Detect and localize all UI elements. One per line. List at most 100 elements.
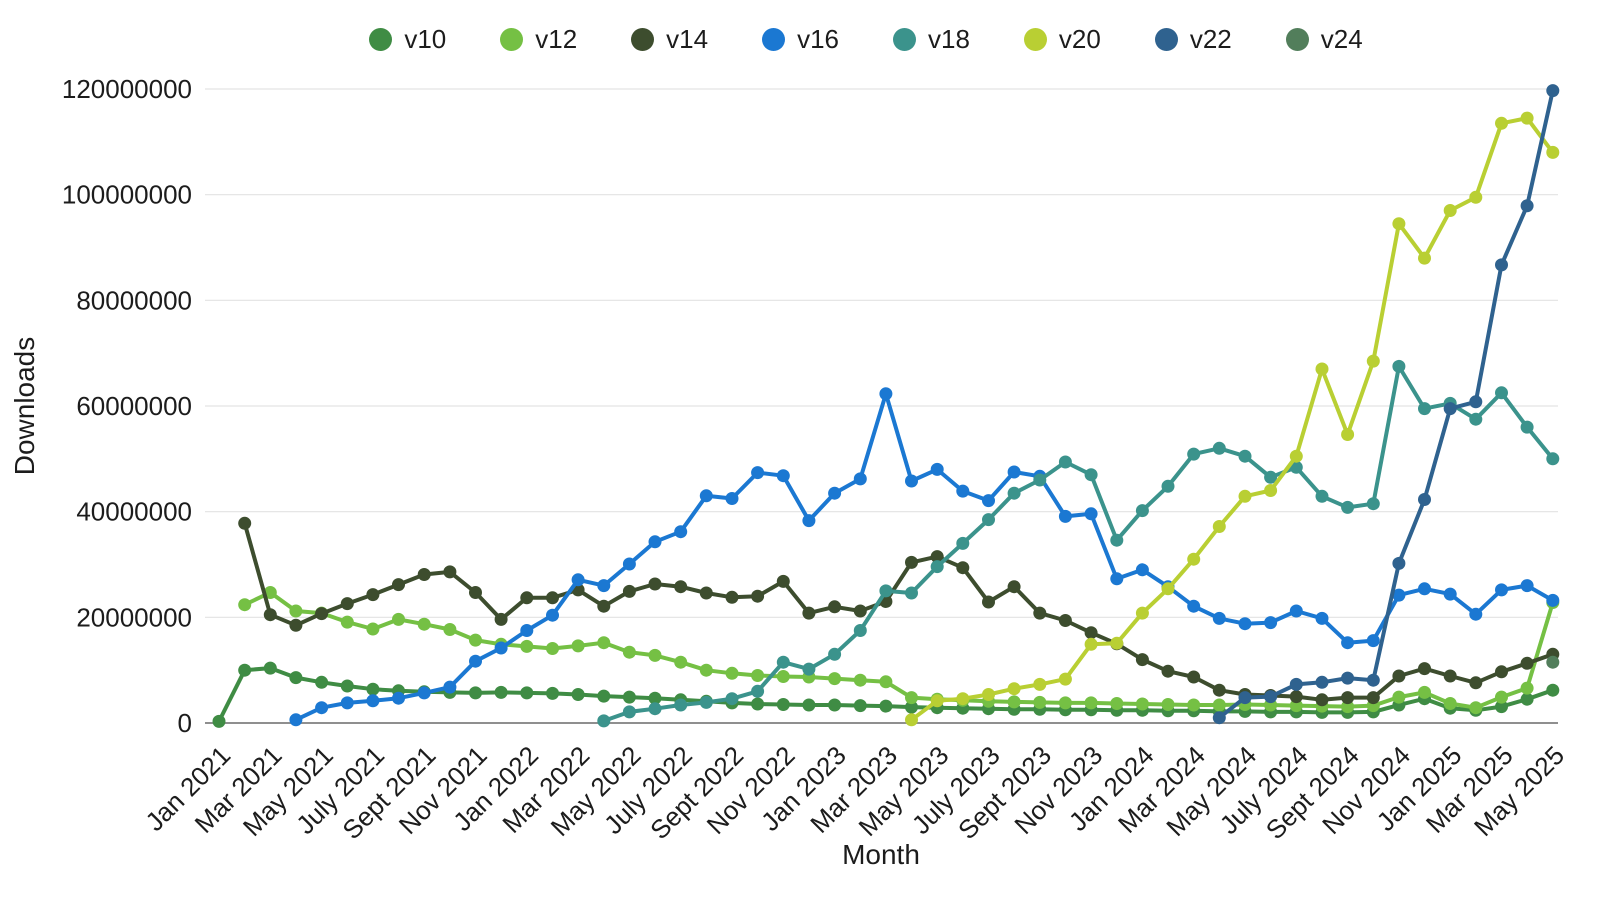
- data-point: [879, 387, 893, 401]
- data-point: [289, 604, 303, 618]
- data-point: [905, 713, 918, 727]
- data-point: [1392, 359, 1406, 373]
- data-point: [1289, 677, 1303, 691]
- legend-item-v14[interactable]: v14: [631, 26, 708, 52]
- legend-item-v20[interactable]: v20: [1023, 26, 1101, 52]
- data-point: [1366, 673, 1380, 687]
- data-point: [469, 654, 482, 668]
- data-point: [1392, 669, 1406, 683]
- data-point: [1495, 116, 1508, 130]
- legend-item-v22[interactable]: v22: [1154, 26, 1232, 52]
- data-point: [340, 696, 354, 710]
- legend-marker-icon: [1285, 27, 1309, 51]
- data-point: [469, 586, 482, 599]
- data-point: [1007, 580, 1021, 594]
- data-point: [802, 662, 816, 676]
- data-point: [1443, 669, 1457, 683]
- data-point: [751, 684, 765, 698]
- data-point: [520, 624, 534, 637]
- data-point: [263, 608, 277, 622]
- data-point: [1546, 145, 1560, 159]
- data-point: [828, 698, 842, 712]
- data-point: [1264, 470, 1278, 484]
- data-point: [802, 514, 816, 528]
- y-tick-label: 40000000: [76, 497, 192, 527]
- data-point: [1520, 579, 1534, 593]
- legend-item-v24[interactable]: v24: [1285, 26, 1363, 52]
- data-point: [905, 586, 918, 600]
- data-point: [1315, 675, 1329, 689]
- legend-item-v18[interactable]: v18: [893, 26, 970, 52]
- legend-item-v12[interactable]: v12: [500, 26, 577, 52]
- data-point: [1084, 637, 1098, 651]
- data-point: [238, 598, 252, 612]
- data-point: [982, 494, 995, 508]
- data-point: [1392, 556, 1406, 570]
- series-line: [242, 590, 1555, 710]
- data-point: [776, 698, 790, 711]
- data-point: [1392, 217, 1406, 231]
- data-point: [1033, 695, 1047, 709]
- data-point: [956, 692, 970, 706]
- data-point: [1495, 665, 1508, 679]
- legend-marker-icon: [762, 27, 786, 51]
- data-point: [648, 648, 662, 662]
- gridlines: [205, 88, 1558, 724]
- data-point: [1135, 504, 1149, 518]
- data-point: [648, 691, 662, 705]
- data-point: [392, 691, 405, 705]
- data-point: [289, 671, 303, 685]
- data-point: [1212, 683, 1226, 697]
- data-point: [1418, 402, 1431, 416]
- data-point: [751, 697, 765, 711]
- data-point: [546, 686, 559, 700]
- legend-label: v10: [404, 24, 447, 54]
- data-point: [1033, 606, 1047, 620]
- data-point: [622, 705, 636, 719]
- data-point: [674, 698, 688, 712]
- data-point: [1135, 697, 1149, 711]
- data-point: [1418, 582, 1431, 596]
- data-point: [597, 689, 611, 703]
- data-point: [366, 694, 380, 708]
- y-tick-label: 60000000: [76, 391, 192, 421]
- data-point: [1187, 552, 1201, 566]
- data-point: [1392, 588, 1406, 602]
- legend-item-v16[interactable]: v16: [762, 26, 839, 52]
- data-point: [853, 472, 867, 486]
- data-point: [1161, 582, 1175, 596]
- data-point: [1238, 489, 1252, 503]
- data-point: [366, 588, 380, 602]
- data-point: [1469, 395, 1483, 409]
- legend-item-v10[interactable]: v10: [369, 26, 446, 52]
- data-point: [392, 612, 405, 626]
- data-point: [417, 568, 431, 581]
- data-point: [1469, 607, 1483, 621]
- data-point: [982, 595, 995, 609]
- data-point: [1366, 634, 1380, 648]
- data-point: [212, 714, 226, 728]
- data-point: [1289, 699, 1303, 713]
- series-v22: [1212, 84, 1560, 725]
- data-point: [520, 591, 534, 605]
- data-point: [1212, 698, 1226, 712]
- data-point: [1469, 676, 1483, 690]
- data-point: [1058, 696, 1072, 710]
- data-point: [1110, 636, 1124, 650]
- data-point: [1007, 465, 1021, 479]
- y-tick-label: 80000000: [76, 285, 192, 315]
- chart-legend: v10 v12 v14 v16 v18 v20 v22 v24: [132, 26, 1600, 52]
- data-point: [315, 607, 329, 621]
- data-point: [905, 700, 918, 714]
- data-point: [674, 525, 688, 539]
- data-point: [1058, 455, 1072, 469]
- data-point: [238, 663, 252, 677]
- legend-marker-icon: [1154, 27, 1178, 51]
- data-point: [494, 641, 508, 655]
- data-point: [1187, 670, 1201, 684]
- legend-marker-icon: [369, 27, 393, 51]
- data-point: [1520, 656, 1534, 670]
- data-point: [1161, 698, 1175, 711]
- data-point: [1264, 690, 1278, 704]
